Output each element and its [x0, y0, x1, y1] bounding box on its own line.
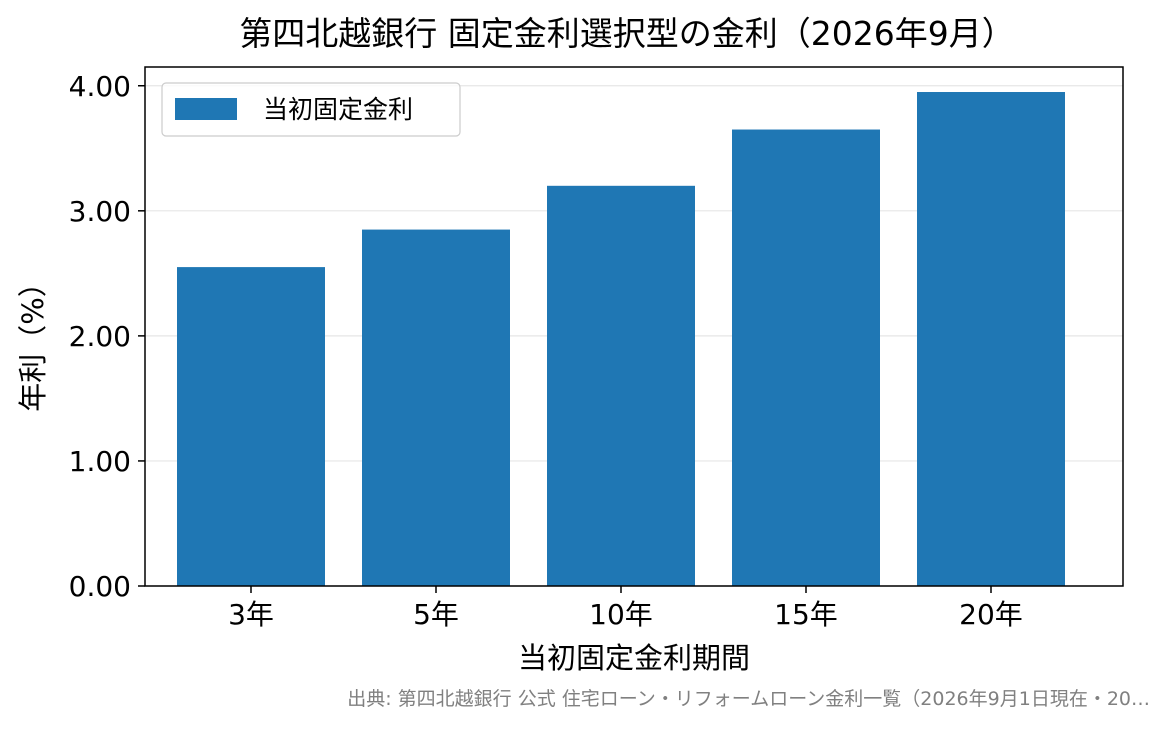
bar [732, 129, 880, 586]
y-axis-label: 年利（%） [16, 268, 50, 412]
bar [362, 229, 510, 586]
chart-title: 第四北越銀行 固定金利選択型の金利（2026年9月） [239, 14, 1014, 53]
y-tick-label: 3.00 [69, 195, 131, 228]
source-note: 出典: 第四北越銀行 公式 住宅ローン・リフォームローン金利一覧（2026年9月… [347, 688, 1150, 710]
x-axis-ticks: 3年 5年 10年 15年 20年 [228, 586, 1023, 631]
bars [177, 92, 1065, 586]
y-tick-label: 0.00 [69, 570, 131, 603]
y-tick-label: 2.00 [69, 320, 131, 353]
bar [547, 185, 695, 586]
legend-swatch [175, 98, 237, 120]
x-tick-label: 5年 [413, 598, 459, 631]
legend-entry-label: 当初固定金利 [263, 95, 413, 124]
y-tick-label: 4.00 [69, 70, 131, 103]
x-tick-label: 20年 [959, 598, 1023, 631]
plot-area-frame [144, 66, 1124, 587]
bar [917, 92, 1065, 586]
x-axis-label: 当初固定金利期間 [518, 641, 750, 675]
bar [177, 267, 325, 586]
y-tick-label: 1.00 [69, 445, 131, 478]
legend: 当初固定金利 [161, 82, 461, 137]
legend-box [161, 82, 461, 137]
x-tick-label: 10年 [589, 598, 653, 631]
x-tick-label: 3年 [228, 598, 274, 631]
x-tick-label: 15年 [774, 598, 838, 631]
y-axis-ticks: 0.00 1.00 2.00 3.00 4.00 [69, 70, 145, 603]
